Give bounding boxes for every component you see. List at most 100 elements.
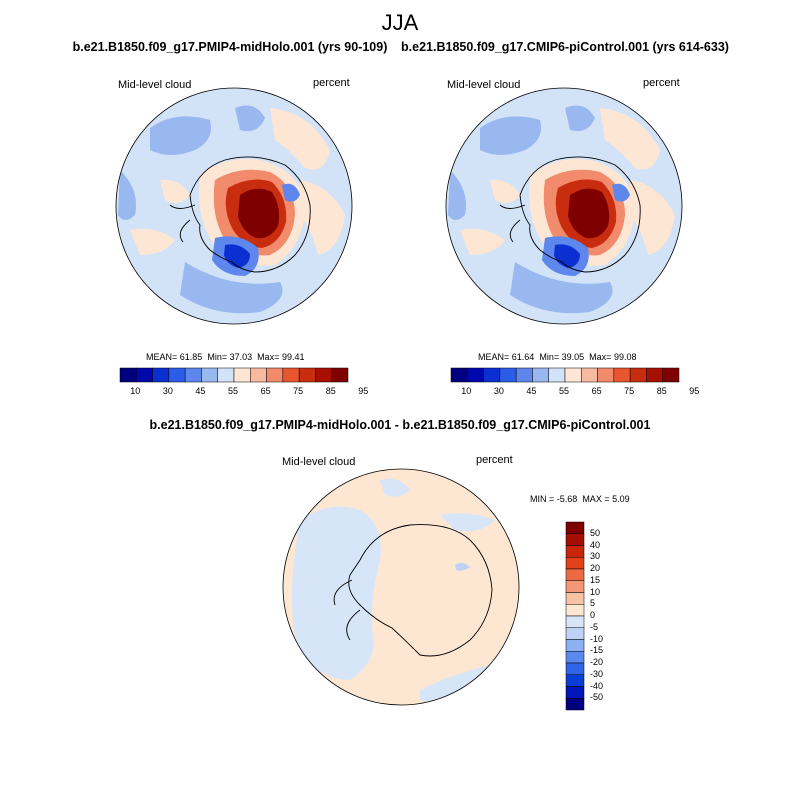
panel2-contour-patch xyxy=(568,188,610,239)
colorbar-swatch xyxy=(565,627,585,640)
panel1-colorbar xyxy=(119,367,349,383)
difference-contour-patch xyxy=(440,513,495,532)
difference-contour-patch xyxy=(380,478,410,497)
colorbar-swatch xyxy=(565,615,585,628)
panel2-map-fill xyxy=(446,88,682,324)
difference-stats: MIN = -5.68 MAX = 5.09 xyxy=(530,494,630,504)
colorbar-swatch xyxy=(662,367,680,383)
panel2-contour-patch xyxy=(565,105,595,132)
panel2-contour-patch xyxy=(480,116,541,155)
panel1-mean-value: 61.85 xyxy=(179,352,203,362)
panel2-max-value: 99.08 xyxy=(613,352,637,362)
panel1-contour-patch xyxy=(180,262,283,314)
panel1-max-label: Max= xyxy=(257,352,280,362)
colorbar-tick-label: 85 xyxy=(656,386,667,396)
panel2-contour-patch xyxy=(612,183,630,202)
panel1-contour-patch xyxy=(282,183,300,202)
colorbar-swatch xyxy=(565,639,585,652)
panel2-contour-patch xyxy=(600,108,660,170)
colorbar-tick-label: 30 xyxy=(493,386,504,396)
colorbar-swatch xyxy=(565,604,585,617)
colorbar-tick-label: 15 xyxy=(590,574,601,585)
difference-variable-label: Mid-level cloud xyxy=(282,456,356,468)
panel1-min-value: 37.03 xyxy=(229,352,253,362)
panel1-contour-patch xyxy=(270,108,330,170)
difference-map-border xyxy=(282,468,520,706)
panel2-contour-patch xyxy=(460,228,505,255)
panel1-contour-patch xyxy=(130,228,175,255)
colorbar-tick-label: 45 xyxy=(526,386,537,396)
panel2-mean-value: 61.64 xyxy=(511,352,535,362)
difference-min-value: -5.68 xyxy=(556,494,578,504)
difference-min-label: MIN = xyxy=(530,494,555,504)
colorbar-swatch xyxy=(565,533,585,546)
colorbar-tick-label: 55 xyxy=(228,386,239,396)
panel2-min-label: Min= xyxy=(539,352,560,362)
panel1-stats: MEAN= 61.85 Min= 37.03 Max= 99.41 xyxy=(146,352,304,362)
colorbar-swatch xyxy=(565,545,585,558)
colorbar-tick-label: 45 xyxy=(195,386,206,396)
colorbar-swatch xyxy=(565,568,585,581)
colorbar-swatch xyxy=(565,686,585,699)
colorbar-tick-label: -40 xyxy=(590,680,604,691)
colorbar-swatch xyxy=(565,592,585,605)
colorbar-swatch xyxy=(565,521,585,534)
panel2-map-border xyxy=(445,87,683,325)
panel2-min-value: 39.05 xyxy=(561,352,585,362)
colorbar-tick-label: 40 xyxy=(590,539,601,550)
panel1-colorbar-labels: 10 30 45 55 65 75 85 95 xyxy=(120,386,368,398)
colorbar-swatch xyxy=(565,557,585,570)
colorbar-tick-label: 75 xyxy=(624,386,635,396)
colorbar-tick-label: 10 xyxy=(590,586,601,597)
difference-max-label: MAX = xyxy=(582,494,610,504)
panel1-units-label: percent xyxy=(313,77,350,89)
colorbar-swatch xyxy=(565,698,585,711)
colorbar-tick-label: 50 xyxy=(590,527,601,538)
difference-colorbar-labels: 50 40 30 20 15 10 5 0 -5 -10 -15 -20 -30 -40 -50 xyxy=(590,522,630,710)
panel2-contour-patch xyxy=(630,180,675,255)
colorbar-tick-label: 65 xyxy=(260,386,271,396)
colorbar-tick-label: 5 xyxy=(590,598,596,609)
panel2-units-label: percent xyxy=(643,77,680,89)
difference-title: b.e21.B1850.f09_g17.PMIP4-midHolo.001 - … xyxy=(149,418,651,432)
colorbar-swatch xyxy=(331,367,349,383)
colorbar-swatch xyxy=(565,651,585,664)
panel1-contour-patch xyxy=(160,179,190,204)
panel1-max-value: 99.41 xyxy=(281,352,305,362)
panel1-map-border xyxy=(115,87,353,325)
difference-colorbar xyxy=(565,521,585,711)
panel1-min-label: Min= xyxy=(207,352,228,362)
panel2-contour-patch xyxy=(554,244,580,268)
difference-contour-patch xyxy=(420,610,519,704)
panel2-stats: MEAN= 61.64 Min= 39.05 Max= 99.08 xyxy=(478,352,636,362)
colorbar-tick-label: -50 xyxy=(590,692,604,703)
panel2-contour-patch xyxy=(510,262,613,314)
colorbar-tick-label: 30 xyxy=(590,551,601,562)
colorbar-swatch xyxy=(565,662,585,675)
colorbar-tick-label: -20 xyxy=(590,657,604,667)
panel2-max-label: Max= xyxy=(589,352,612,362)
colorbar-tick-label: 55 xyxy=(559,386,570,396)
colorbar-tick-label: 10 xyxy=(130,386,141,396)
panel2-case-title: b.e21.B1850.f09_g17.CMIP6-piControl.001 … xyxy=(401,40,729,54)
panel1-contour-patch xyxy=(118,170,136,220)
colorbar-swatch xyxy=(565,580,585,593)
colorbar-swatch xyxy=(565,674,585,687)
difference-antarctica-coastline xyxy=(333,524,493,657)
colorbar-tick-label: 20 xyxy=(590,563,601,573)
colorbar-tick-label: -10 xyxy=(590,633,604,644)
colorbar-tick-label: 75 xyxy=(293,386,304,396)
season-title: JJA xyxy=(381,10,419,35)
panel2-colorbar-labels: 10 30 45 55 65 75 85 95 xyxy=(451,386,699,398)
colorbar-tick-label: -15 xyxy=(590,645,604,656)
panel1-contour-patch xyxy=(238,188,280,239)
difference-contour-patch xyxy=(291,506,381,680)
panel1-case-title: b.e21.B1850.f09_g17.PMIP4-midHolo.001 (y… xyxy=(72,40,388,54)
difference-max-value: 5.09 xyxy=(612,494,630,504)
panel2-contour-patch xyxy=(490,179,520,204)
panel1-contour-patch xyxy=(150,116,211,155)
panel2-mean-label: MEAN= xyxy=(478,352,510,362)
colorbar-tick-label: 95 xyxy=(689,386,700,396)
panel1-map-fill xyxy=(116,88,352,324)
